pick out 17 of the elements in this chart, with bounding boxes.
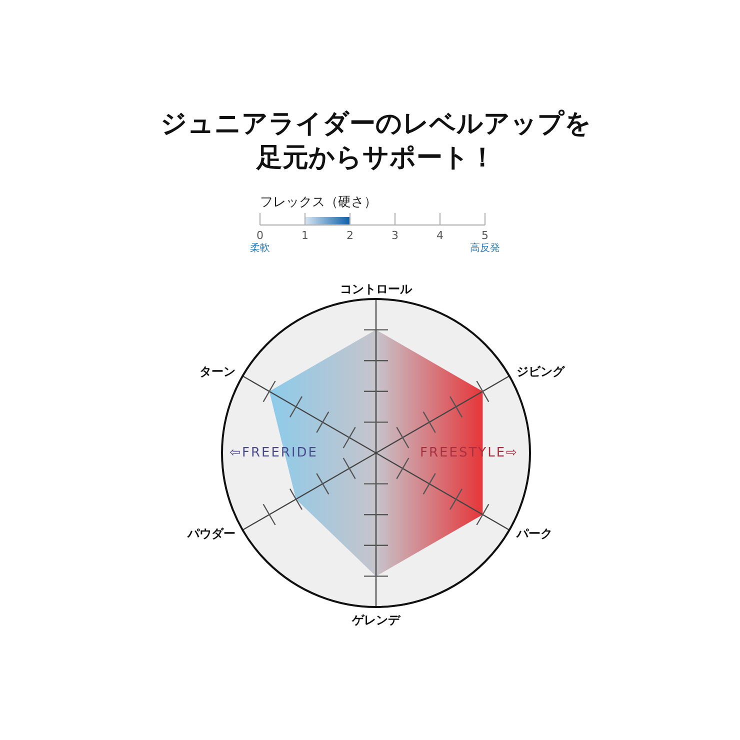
spoke-label: ジビング (516, 364, 566, 378)
text: ⇦FREERIDE (230, 446, 318, 461)
spoke-label: コントロール (340, 282, 413, 296)
x-tick-label: 3 (392, 228, 398, 242)
spoke-label: パウダー (186, 526, 236, 540)
x-tick-label: 0 (256, 228, 264, 242)
spoke-label: ゲレンデ (351, 612, 401, 627)
spoke-label: ターン (200, 364, 236, 378)
x-tick-label: 4 (436, 228, 444, 242)
x-tick-label: 1 (302, 228, 308, 242)
x-tick-label: 5 (482, 228, 488, 242)
text: 高反発 (470, 242, 500, 254)
spoke-label: パーク (515, 526, 552, 540)
chart-title: ジュニアライダーのレベルアップを足元からサポート！ (160, 109, 592, 173)
x-tick-label: 2 (346, 228, 354, 242)
text: 柔軟 (250, 242, 270, 254)
chart-subtitle: フレックス（硬さ） (260, 195, 377, 210)
